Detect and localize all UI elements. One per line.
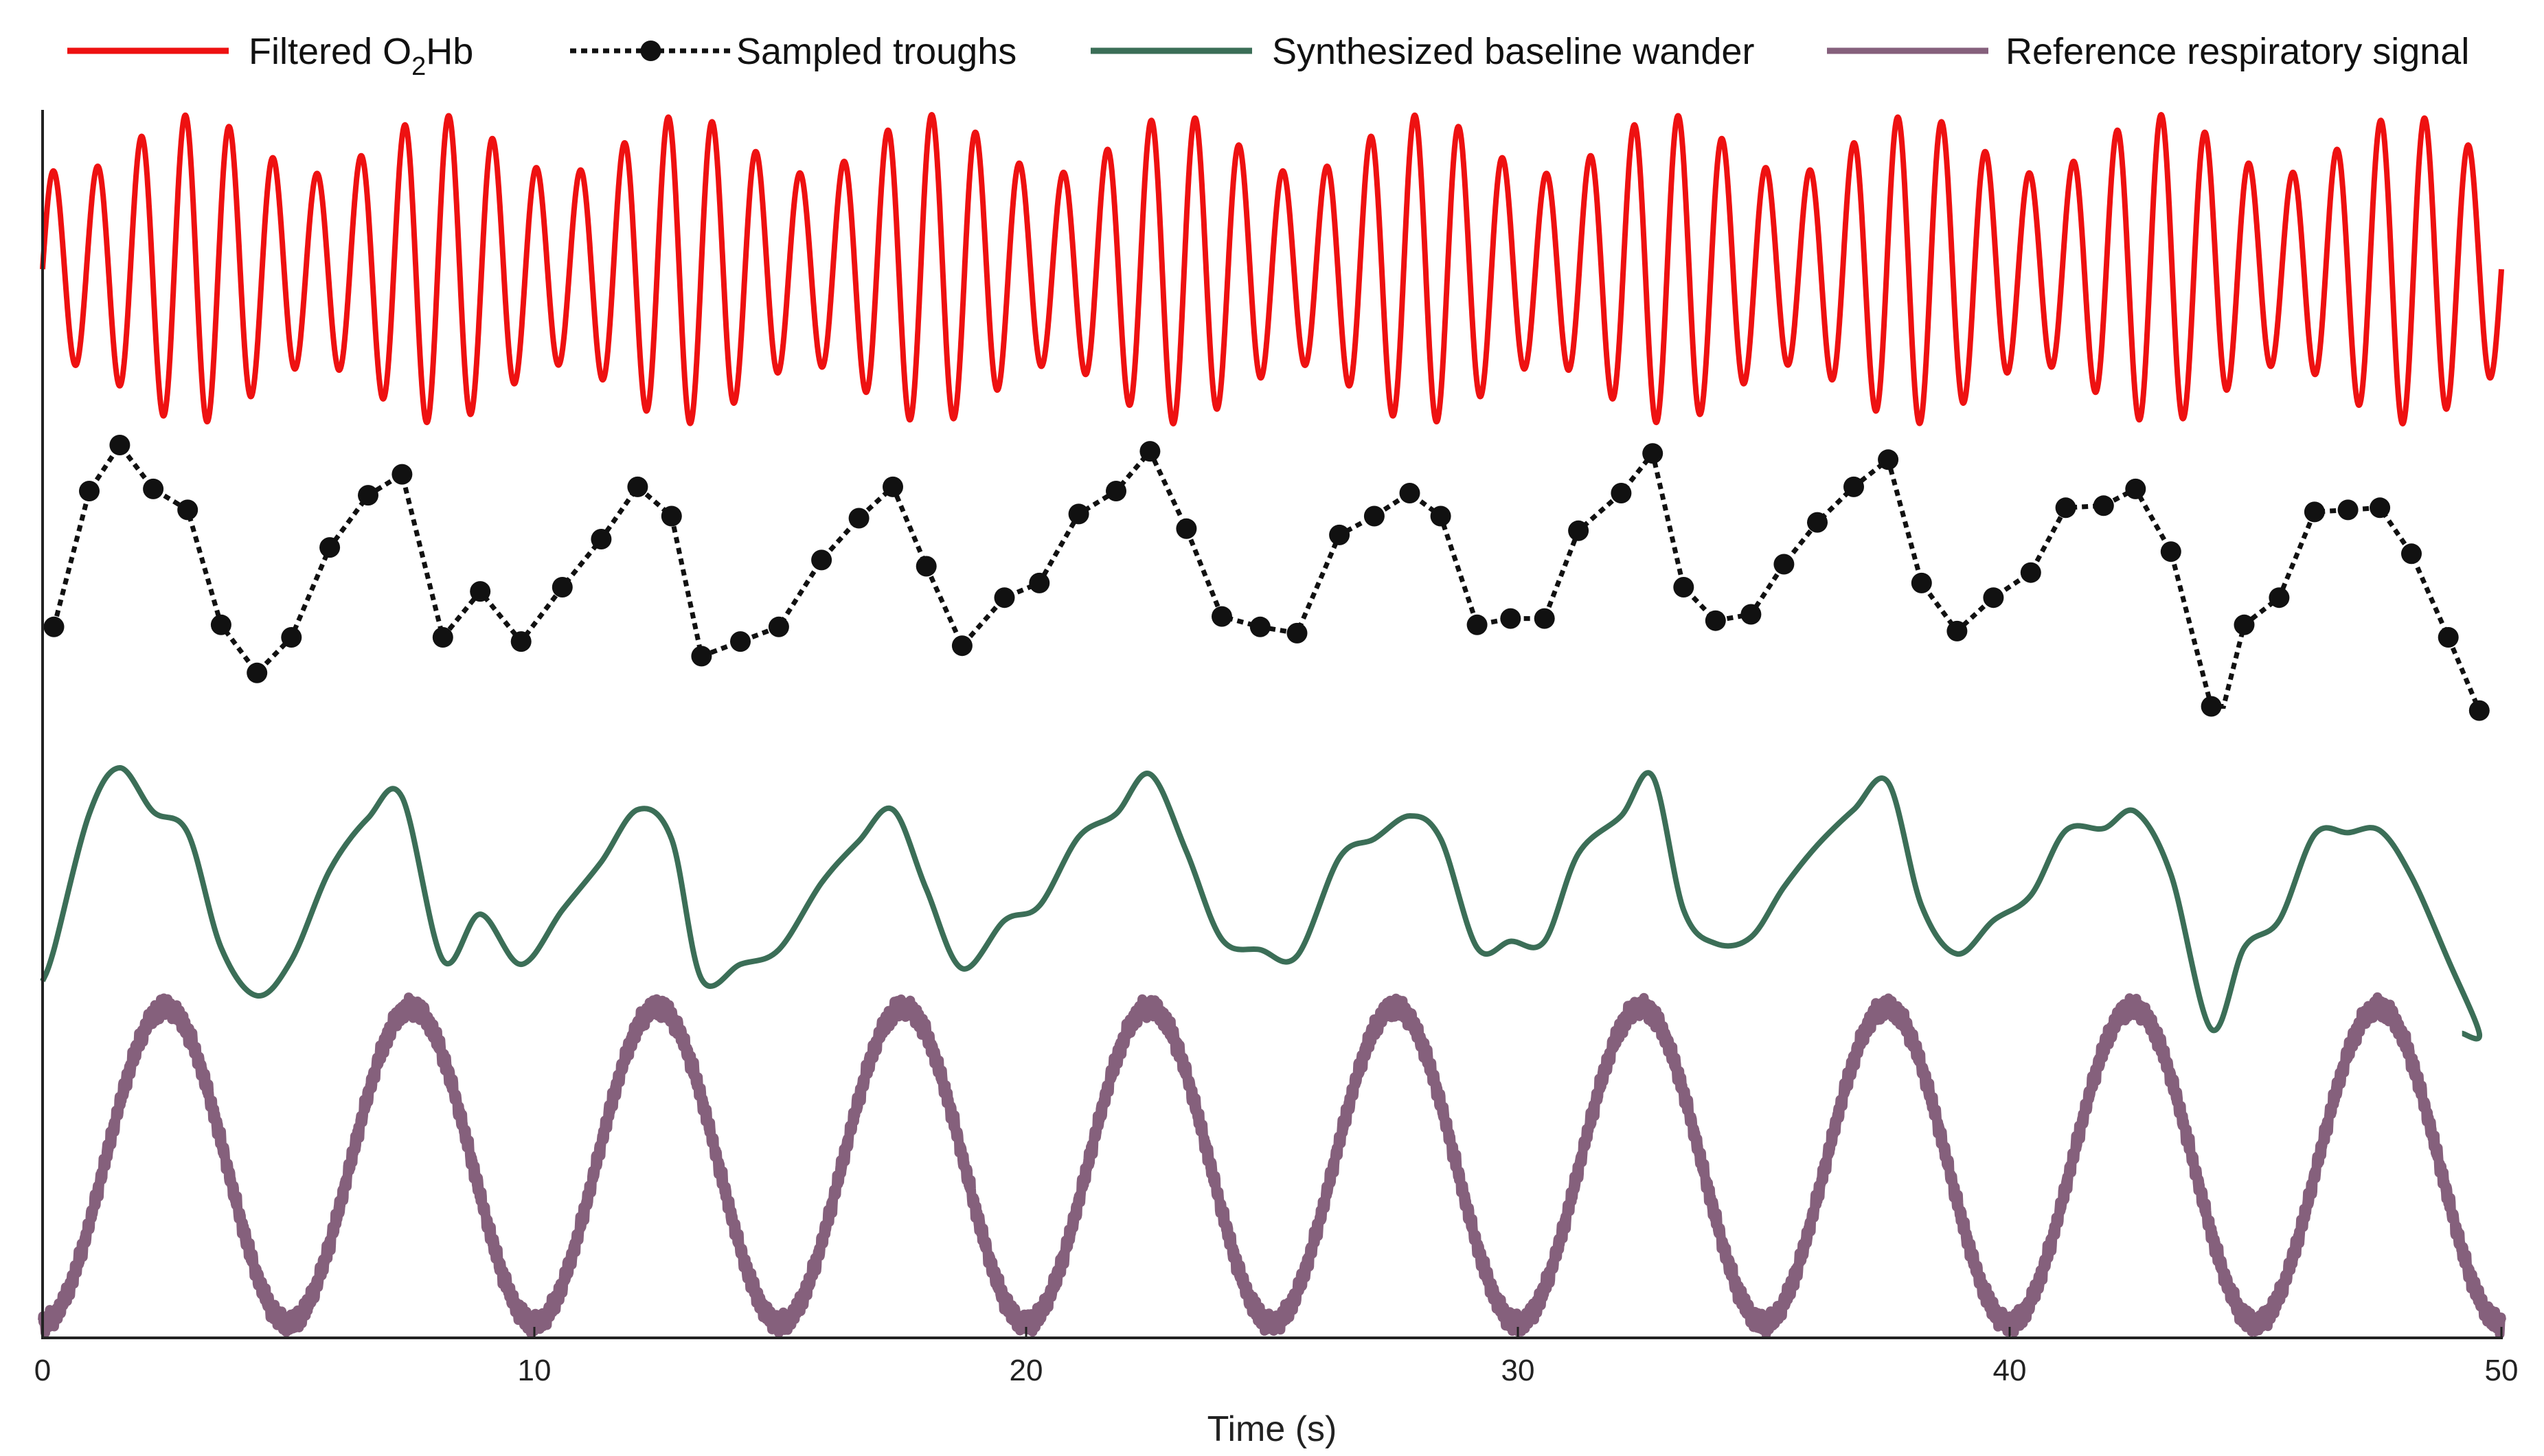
trough-point [1946,620,1968,641]
trough-point [1139,441,1161,462]
trough-point [2438,627,2459,648]
trough-point [951,635,973,657]
trough-point [210,614,231,635]
trough-point [1673,577,1694,598]
trough-point [2201,696,2222,717]
trough-point [1286,622,1308,644]
trough-point [730,631,751,652]
trough-point [510,631,532,652]
trough-point [2160,541,2181,562]
trough-point [1329,524,1350,545]
trough-point [109,435,130,455]
trough-point [1029,572,1050,593]
trough-point [1611,483,1632,503]
trough-point [691,646,712,667]
trough-point [79,481,100,501]
trough-point [994,587,1015,608]
trough-point [768,616,789,637]
trough-point [627,476,648,497]
trough-point [247,662,268,683]
legend-label: Sampled troughs [736,31,1017,72]
trough-point [661,505,682,527]
trough-point [591,529,612,549]
trough-point [1642,443,1663,464]
plot-area [38,112,2506,1339]
trough-point [1106,481,1126,501]
legend-entry-troughs: Sampled troughs [570,31,1017,72]
legend-label: Synthesized baseline wander [1272,31,1754,72]
trough-point [2055,497,2076,519]
trough-point [432,627,453,648]
trough-point [2370,497,2391,519]
trough-point [1249,616,1271,637]
trough-point [2125,478,2146,499]
x-tick-label: 10 [518,1354,552,1387]
legend-entry-baseline: Synthesized baseline wander [1091,31,1754,72]
trough-point [1807,512,1828,533]
x-tick-label: 50 [2485,1354,2519,1387]
series-sampled-troughs [43,435,2490,721]
trough-point [1500,608,1521,629]
trough-point [470,581,491,602]
trough-point [391,464,413,485]
trough-point [1212,606,1232,627]
trough-point [1534,608,1555,629]
x-tick-label: 30 [1501,1354,1535,1387]
trough-point [883,476,903,497]
trough-point [43,616,65,637]
legend-marker [640,41,661,61]
trough-point [2269,587,2290,608]
x-tick-label: 0 [34,1354,51,1387]
trough-point [1878,449,1899,470]
legend: Filtered O2Hb Sampled troughs Synthesized … [67,31,2469,81]
trough-point [2093,495,2114,516]
trough-point [916,556,937,577]
trough-point [281,627,302,648]
trough-point [1983,587,2004,608]
trough-point [1430,505,1451,527]
trough-point [848,508,870,529]
x-ticks: 0 10 20 30 40 50 [34,1327,2519,1387]
trough-point [552,577,573,598]
trough-point [358,485,378,506]
filtered-o2hb-line [40,112,2504,426]
x-tick-label: 40 [1993,1354,2027,1387]
trough-point [811,549,832,571]
trough-point [2468,700,2490,721]
x-axis-label: Time (s) [1207,1409,1337,1449]
trough-point [1399,483,1420,503]
trough-point [1068,503,1089,525]
axes: 0 10 20 30 40 50 [34,110,2519,1387]
trough-point [143,478,164,499]
trough-point [1705,610,1726,631]
legend-entry-filtered: Filtered O2Hb [67,31,473,81]
trough-point [1568,520,1589,541]
trough-point [2020,562,2041,583]
legend-label: Reference respiratory signal [2006,31,2469,72]
trough-point [1773,554,1795,575]
trough-point [2337,499,2359,521]
legend-entry-reference: Reference respiratory signal [1827,31,2469,72]
reference-respiratory-line [38,992,2506,1339]
trough-point [2401,543,2422,565]
trough-point [177,499,198,521]
trough-point [2234,614,2255,635]
series-baseline-wander [40,765,2482,1042]
trough-point [1466,614,1488,635]
series-filtered-o2hb [40,112,2504,426]
trough-point [1843,476,1864,497]
x-tick-label: 20 [1010,1354,1043,1387]
baseline-wander-line [40,765,2482,1042]
trough-point [1911,572,1932,593]
trough-point [319,537,341,558]
legend-label: Filtered O2Hb [249,31,473,81]
trough-point [1740,604,1762,625]
trough-point [2304,501,2325,523]
series-reference-respiratory [38,992,2506,1339]
trough-point [1363,505,1385,527]
trough-point [1176,518,1197,539]
sampled-troughs-line [52,440,2482,712]
